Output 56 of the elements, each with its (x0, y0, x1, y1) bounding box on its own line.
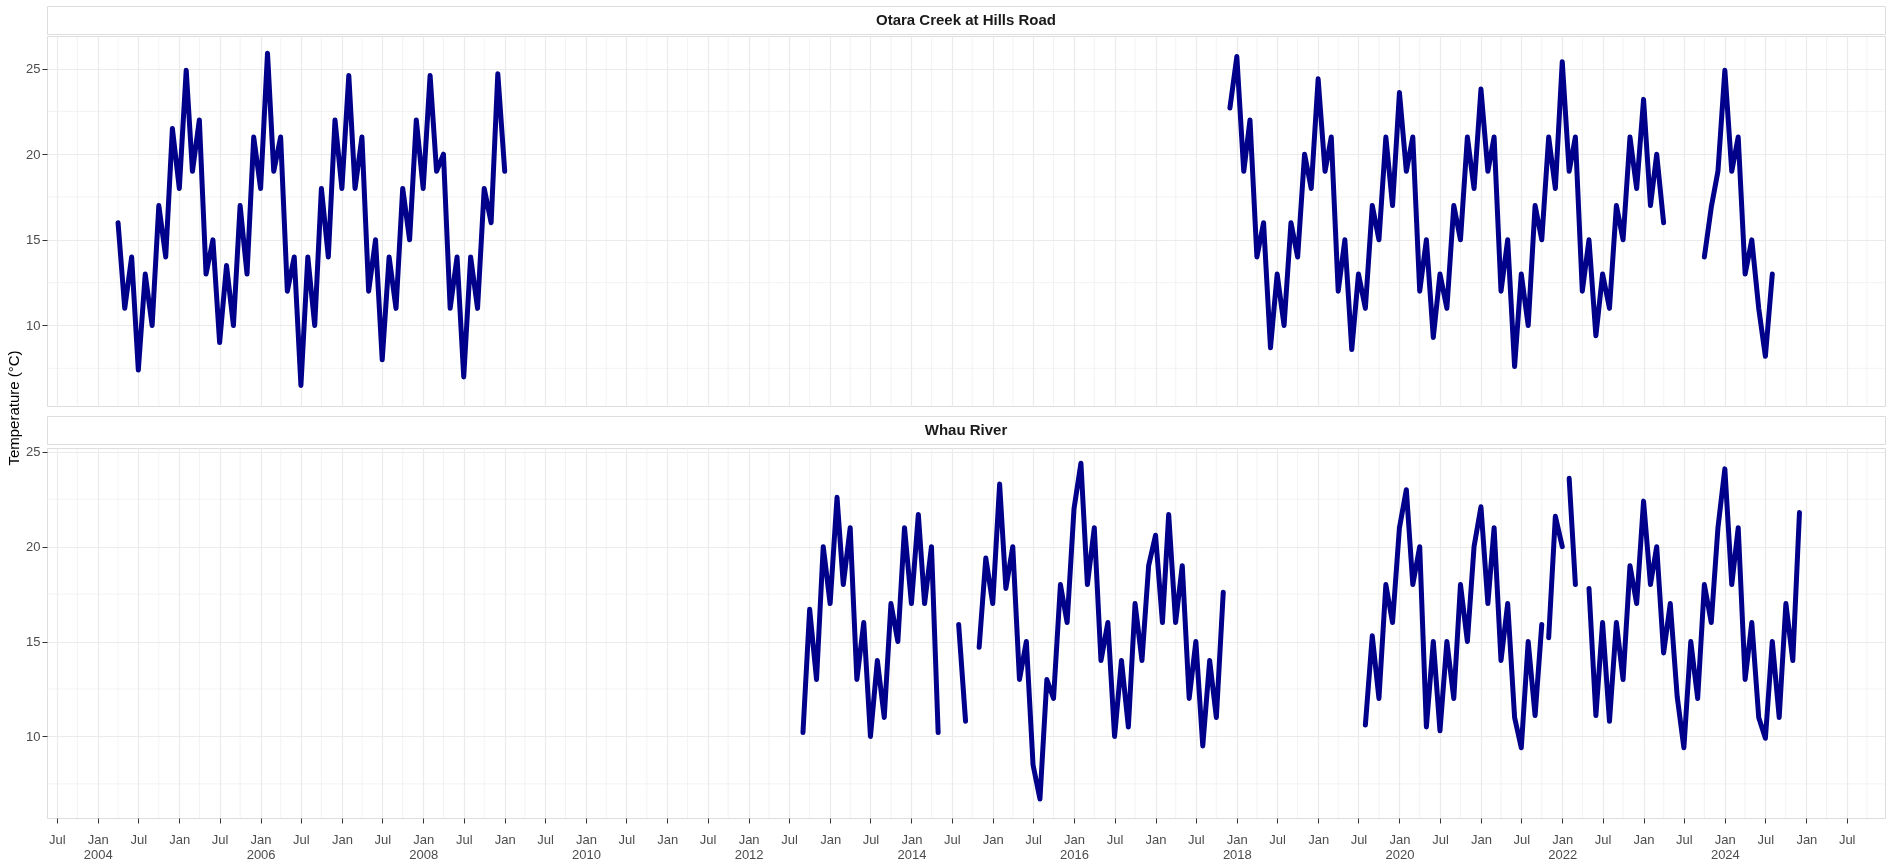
x-tick-label: Jul (211, 831, 229, 847)
x-tick-label: Jan 2014 (897, 831, 927, 859)
y-axis-title: Temperature (°C) (5, 350, 22, 466)
x-tick-label: Jul (618, 831, 636, 847)
y-tick-label: 20 (26, 539, 41, 555)
x-tick-label: Jul (48, 831, 66, 847)
x-tick-label: Jul (1594, 831, 1612, 847)
x-tick-label: Jan 2012 (734, 831, 764, 859)
x-tick-label: Jul (374, 831, 392, 847)
x-tick-label: Jul (943, 831, 961, 847)
chart-title: Whau River (924, 421, 1008, 438)
x-tick-label: Jan (494, 831, 516, 847)
x-tick-label: Jan (169, 831, 191, 847)
y-tick-label: 10 (26, 728, 41, 744)
x-tick-label: Jul (1106, 831, 1124, 847)
x-tick-label: Jan 2008 (409, 831, 439, 859)
x-tick-label: Jan 2018 (1222, 831, 1252, 859)
x-tick-label: Jan 2024 (1710, 831, 1740, 859)
x-tick-label: Jul (293, 831, 310, 847)
x-tick-label: Jul (1269, 831, 1287, 847)
x-tick-label: Jul (1432, 831, 1449, 847)
x-tick-label: Jan (1470, 831, 1492, 847)
x-tick-label: Jan 2006 (246, 831, 276, 859)
x-tick-label: Jan (1796, 831, 1818, 847)
x-tick-label: Jul (1676, 831, 1693, 847)
x-tick-label: Jul (130, 831, 148, 847)
x-tick-label: Jul (1188, 831, 1205, 847)
x-tick-label: Jul (1757, 831, 1775, 847)
x-tick-label: Jul (1350, 831, 1368, 847)
x-tick-label: Jan (331, 831, 353, 847)
x-tick-label: Jan (1145, 831, 1167, 847)
x-tick-label: Jul (862, 831, 880, 847)
x-tick-label: Jan (657, 831, 679, 847)
x-tick-label: Jan 2022 (1548, 831, 1578, 859)
x-tick-label: Jul (455, 831, 473, 847)
y-tick-label: 25 (26, 61, 41, 77)
x-tick-label: Jan (820, 831, 842, 847)
x-tick-label: Jul (699, 831, 717, 847)
y-tick-label: 10 (26, 317, 41, 333)
y-tick-label: 20 (26, 146, 41, 162)
y-tick-label: 15 (26, 232, 41, 248)
x-tick-label: Jan 2010 (572, 831, 601, 859)
x-tick-label: Jan 2020 (1385, 831, 1415, 859)
chart-title: Otara Creek at Hills Road (875, 11, 1057, 28)
x-tick-label: Jan (1308, 831, 1330, 847)
x-tick-label: Jul (537, 831, 554, 847)
x-tick-label: Jan 2016 (1060, 831, 1089, 859)
x-tick-label: Jan (1633, 831, 1655, 847)
x-tick-label: Jan (982, 831, 1004, 847)
x-tick-label: Jul (1025, 831, 1042, 847)
x-tick-label: Jul (781, 831, 799, 847)
x-tick-label: Jan 2004 (83, 831, 113, 859)
y-tick-label: 25 (26, 444, 41, 460)
x-tick-label: Jul (1838, 831, 1856, 847)
y-tick-label: 15 (26, 634, 41, 650)
x-tick-label: Jul (1513, 831, 1531, 847)
